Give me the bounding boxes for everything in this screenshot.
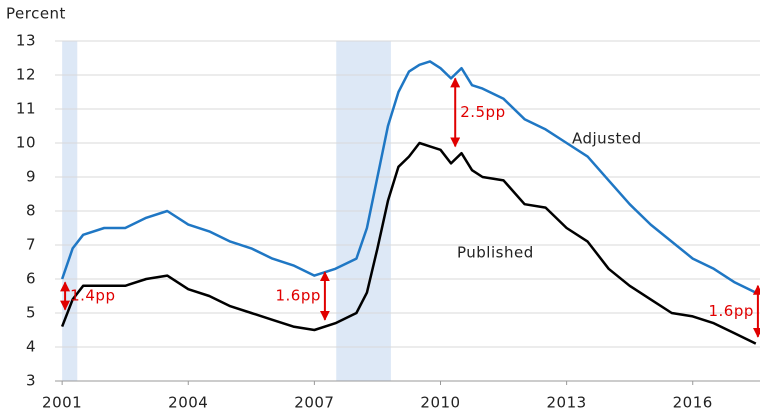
gap-label: 1.4pp xyxy=(70,287,115,305)
y-tick-label: 11 xyxy=(16,100,36,118)
y-tick-label: 7 xyxy=(26,236,36,254)
series-label: Adjusted xyxy=(572,130,642,148)
gap-label: 1.6pp xyxy=(275,287,320,305)
y-tick-label: 12 xyxy=(16,66,36,84)
y-tick-label: 8 xyxy=(26,202,36,220)
y-tick-label: 5 xyxy=(26,304,36,322)
y-tick-label: 10 xyxy=(16,134,36,152)
x-tick-label: 2007 xyxy=(294,394,334,412)
y-axis-label: Percent xyxy=(6,5,66,23)
series-line xyxy=(60,141,757,345)
y-tick-label: 6 xyxy=(26,270,36,288)
x-tick-label: 2016 xyxy=(673,394,713,412)
x-tick-label: 2013 xyxy=(547,394,587,412)
series-label: Published xyxy=(457,244,534,262)
y-tick-label: 4 xyxy=(26,338,36,356)
y-tick-label: 9 xyxy=(26,168,36,186)
gap-label: 1.6pp xyxy=(708,302,753,320)
x-tick-label: 2004 xyxy=(168,394,208,412)
gap-label: 2.5pp xyxy=(460,103,505,121)
y-tick-label: 13 xyxy=(16,32,36,50)
x-tick-label: 2010 xyxy=(420,394,460,412)
series-line xyxy=(60,60,757,294)
x-tick-label: 2001 xyxy=(42,394,82,412)
y-tick-label: 3 xyxy=(26,372,36,390)
